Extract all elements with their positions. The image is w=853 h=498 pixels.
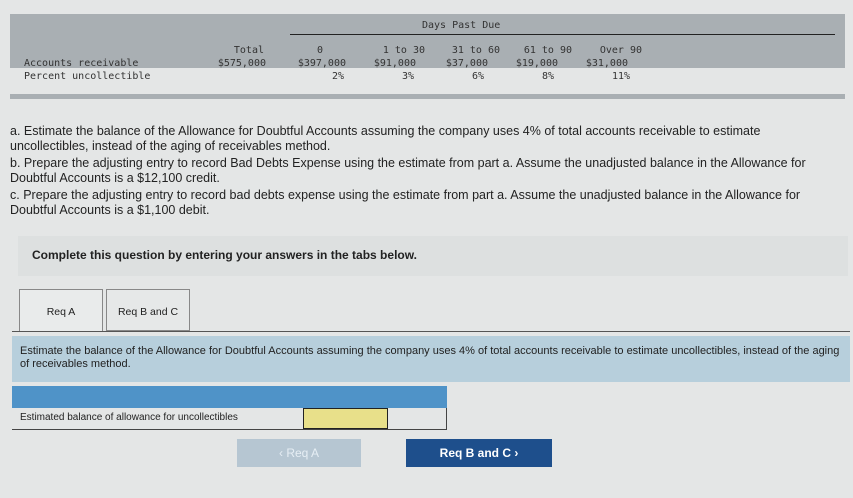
prev-req-a-button[interactable]: ‹ Req A bbox=[237, 439, 361, 467]
aging-table: Days Past Due Total 0 1 to 30 31 to 60 6… bbox=[10, 14, 850, 102]
table-header-band bbox=[10, 14, 845, 68]
cell: $91,000 bbox=[373, 58, 416, 69]
tab-divider bbox=[12, 331, 850, 332]
cell: $575,000 bbox=[217, 58, 266, 69]
col-header: 0 bbox=[316, 45, 324, 56]
cell: $397,000 bbox=[297, 58, 346, 69]
table-footer-band bbox=[10, 94, 845, 99]
cell: 3% bbox=[401, 71, 414, 82]
col-header: 31 to 60 bbox=[451, 45, 500, 56]
estimated-balance-input[interactable] bbox=[303, 408, 388, 429]
col-header: Over 90 bbox=[599, 45, 642, 56]
tab-req-a[interactable]: Req A bbox=[19, 289, 103, 331]
cell: $19,000 bbox=[515, 58, 558, 69]
cell: 8% bbox=[541, 71, 554, 82]
group-header: Days Past Due bbox=[422, 20, 501, 31]
question-c: c. Prepare the adjusting entry to record… bbox=[10, 188, 801, 217]
col-header: Total bbox=[233, 45, 264, 56]
prev-label: Req A bbox=[286, 446, 320, 460]
entry-row: Estimated balance of allowance for uncol… bbox=[12, 408, 447, 430]
tab-req-b-and-c[interactable]: Req B and C bbox=[106, 289, 190, 331]
col-header: 61 to 90 bbox=[523, 45, 572, 56]
col-header: 1 to 30 bbox=[382, 45, 425, 56]
entry-header bbox=[12, 386, 447, 408]
next-label: Req B and C bbox=[439, 446, 511, 460]
chevron-left-icon: ‹ bbox=[278, 446, 287, 460]
cell: $37,000 bbox=[445, 58, 488, 69]
question-b: b. Prepare the adjusting entry to record… bbox=[10, 156, 806, 185]
question-a: a. Estimate the balance of the Allowance… bbox=[10, 124, 761, 153]
instruction: Estimate the balance of the Allowance fo… bbox=[12, 336, 850, 382]
chevron-right-icon: › bbox=[511, 446, 519, 460]
cell: $31,000 bbox=[585, 58, 628, 69]
divider bbox=[290, 34, 835, 35]
cell: 2% bbox=[331, 71, 344, 82]
cell: 6% bbox=[471, 71, 484, 82]
cell: 11% bbox=[611, 71, 630, 82]
row-label: Accounts receivable bbox=[24, 58, 139, 69]
complete-banner: Complete this question by entering your … bbox=[18, 236, 848, 276]
row-label: Percent uncollectible bbox=[24, 71, 151, 82]
next-req-b-and-c-button[interactable]: Req B and C › bbox=[406, 439, 552, 467]
entry-label: Estimated balance of allowance for uncol… bbox=[20, 412, 238, 423]
